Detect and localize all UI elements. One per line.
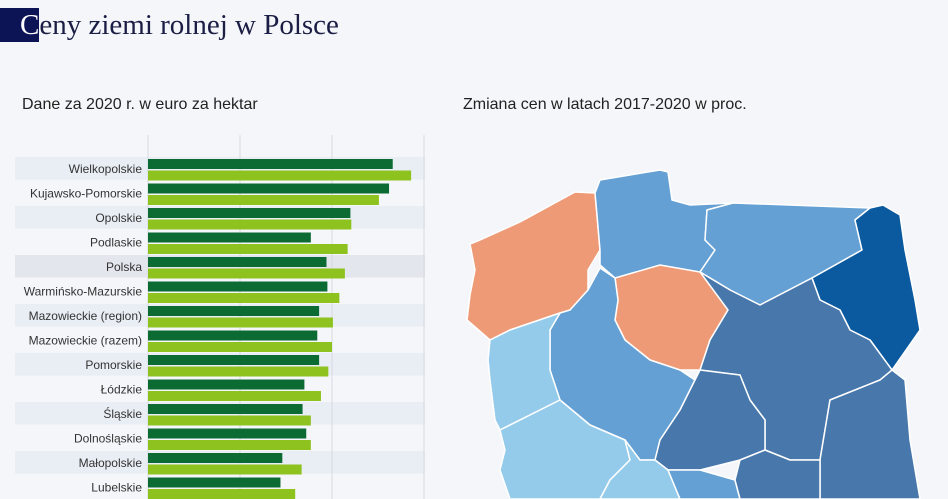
bar — [148, 355, 320, 365]
bar — [148, 317, 333, 328]
category-label: Kujawsko-Pomorskie — [30, 187, 142, 201]
category-label: Wielkopolskie — [69, 162, 143, 176]
bar — [148, 342, 332, 352]
category-label: Warmińsko-Mazurskie — [24, 285, 143, 299]
bar — [148, 404, 303, 414]
bar-chart: Wielkopolskie Kujawsko-Pomorskie Opolskie P… — [15, 135, 425, 499]
bar — [148, 159, 393, 169]
bar — [148, 379, 305, 390]
map-subtitle: Zmiana cen w latach 2017-2020 w proc. — [463, 96, 747, 113]
bar — [148, 440, 311, 450]
bar — [148, 195, 379, 205]
category-label: Łódzkie — [101, 383, 143, 397]
bar — [148, 293, 340, 303]
bar — [148, 281, 328, 292]
category-label: Lubelskie — [91, 481, 142, 495]
map-region — [599, 439, 681, 499]
bar — [148, 232, 311, 243]
bar — [148, 219, 352, 230]
chart-subtitle: Dane za 2020 r. w euro za hektar — [22, 96, 258, 113]
category-label: Podlaskie — [90, 236, 142, 250]
bar — [148, 391, 321, 401]
title-text: eny ziemi rolnej w Polsce — [39, 8, 339, 41]
category-label: Polska — [106, 260, 142, 274]
bar — [148, 428, 307, 439]
bar — [148, 464, 302, 475]
bar — [148, 415, 311, 426]
bar — [148, 268, 345, 279]
bar — [148, 306, 320, 316]
category-label: Dolnośląskie — [74, 432, 142, 446]
poland-map — [466, 169, 921, 499]
bar — [148, 244, 348, 254]
bar — [148, 208, 351, 218]
category-label: Śląskie — [103, 406, 142, 421]
bar — [148, 170, 412, 181]
category-label: Małopolskie — [79, 456, 143, 470]
category-label: Pomorskie — [85, 358, 142, 372]
bar — [148, 257, 327, 267]
category-label: Mazowieckie (region) — [29, 309, 142, 323]
category-label: Mazowieckie (razem) — [29, 334, 142, 348]
map-region — [667, 469, 741, 499]
bar — [148, 477, 281, 488]
bar — [148, 183, 390, 194]
map-region — [734, 449, 821, 499]
bar — [148, 453, 283, 463]
title-initial: C — [0, 8, 40, 42]
category-label: Opolskie — [95, 211, 142, 225]
bar — [148, 489, 296, 499]
bar — [148, 330, 318, 341]
bar — [148, 366, 329, 377]
